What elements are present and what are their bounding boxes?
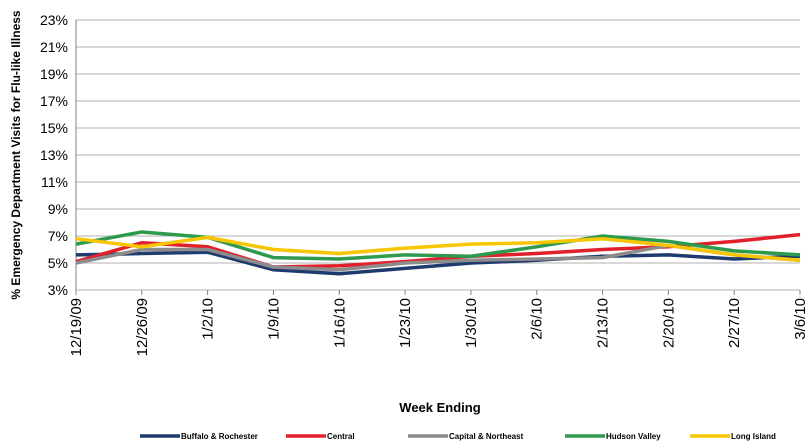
- x-tick-label: 1/23/10: [397, 298, 414, 348]
- x-tick-label: 1/2/10: [200, 298, 217, 340]
- series-line: [75, 235, 801, 263]
- y-tick-label: 21%: [40, 39, 68, 55]
- y-tick-label: 15%: [40, 120, 68, 136]
- x-tick-label: 12/19/09: [68, 298, 85, 356]
- x-axis-title: Week Ending: [399, 400, 480, 415]
- legend-label: Capital & Northeast: [449, 432, 524, 441]
- series-line: [75, 250, 801, 276]
- y-tick-label: 19%: [40, 66, 68, 82]
- x-tick-label: 1/16/10: [331, 298, 348, 348]
- x-tick-label: 2/27/10: [726, 298, 743, 348]
- y-tick-label: 7%: [48, 228, 68, 244]
- legend-label: Central: [327, 432, 355, 441]
- series-line: [75, 230, 801, 261]
- legend-label: Long Island: [731, 432, 776, 441]
- y-tick-label: 13%: [40, 147, 68, 163]
- x-tick-label: 1/9/10: [265, 298, 282, 340]
- x-tick-label: 1/30/10: [463, 298, 480, 348]
- y-tick-label: 17%: [40, 93, 68, 109]
- y-tick-label: 9%: [48, 201, 68, 217]
- x-tick-label: 2/6/10: [529, 298, 546, 340]
- legend-label: Hudson Valley: [606, 432, 661, 441]
- x-tick-label: 2/13/10: [595, 298, 612, 348]
- y-tick-label: 3%: [48, 282, 68, 298]
- x-tick-label: 2/20/10: [660, 298, 677, 348]
- x-tick-label: 3/6/10: [792, 298, 808, 340]
- y-axis-title: % Emergency Department Visits for Flu-li…: [9, 10, 23, 300]
- x-tick-label: 12/26/09: [134, 298, 151, 356]
- legend-label: Buffalo & Rochester: [181, 432, 258, 441]
- y-tick-label: 5%: [48, 255, 68, 271]
- y-tick-label: 11%: [41, 174, 68, 190]
- y-tick-label: 23%: [40, 12, 68, 28]
